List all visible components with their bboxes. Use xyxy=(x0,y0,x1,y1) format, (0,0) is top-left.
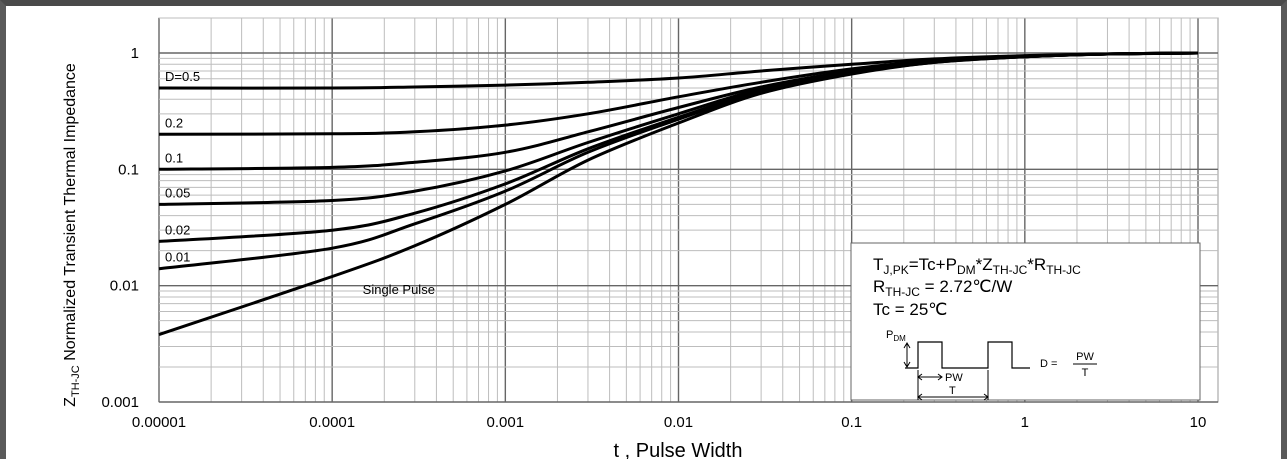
x-tick-label: 0.01 xyxy=(664,414,693,431)
pw-label: PW xyxy=(945,372,963,384)
formula-box-border xyxy=(850,242,1201,401)
curve-label-d-0-5: D=0.5 xyxy=(165,69,200,84)
series-line-single-pulse xyxy=(158,51,1199,337)
x-tick-label: 0.0001 xyxy=(309,414,355,431)
curve-label-0-1: 0.1 xyxy=(165,150,183,165)
y-tick-label: 0.1 xyxy=(118,161,139,178)
t-label: T xyxy=(949,385,956,397)
tick-labels: 0.00001 0.0001 0.001 0.01 0.1 1 10 0.001 0.01 0.1… xyxy=(101,45,1206,431)
y-tick-label: 0.01 xyxy=(110,278,139,295)
formula-tc: Tc = 25℃ xyxy=(873,300,947,319)
duty-denominator: T xyxy=(1082,367,1089,379)
curve-label-0-02: 0.02 xyxy=(165,222,190,237)
x-axis-title: t , Pulse Width xyxy=(614,440,743,459)
x-tick-label: 0.001 xyxy=(487,414,525,431)
duty-numerator: PW xyxy=(1076,351,1094,363)
duty-equation: D = xyxy=(1040,358,1057,370)
curve-labels: D=0.5 0.2 0.1 0.05 0.02 0.01 Single Pulse xyxy=(165,69,435,297)
pdm-arrow-heads xyxy=(903,342,911,368)
formula-tjpk: TJ,PK=Tc+PDM*ZTH-JC*RTH-JC xyxy=(873,255,1081,277)
pdm-label: PDM xyxy=(886,329,906,343)
y-axis-title: ZTH-JC Normalized Transient Thermal Impe… xyxy=(62,63,82,407)
y-tick-label: 0.001 xyxy=(101,394,139,411)
curve-label-0-2: 0.2 xyxy=(165,115,183,130)
curve-label-0-05: 0.05 xyxy=(165,185,190,200)
x-tick-label: 0.00001 xyxy=(132,414,186,431)
x-tick-label: 0.1 xyxy=(841,414,862,431)
curve-label-single-pulse: Single Pulse xyxy=(363,282,435,297)
pulse-waveform xyxy=(905,341,1030,369)
formula-rth: RTH-JC = 2.72℃/W xyxy=(873,277,1012,299)
curves xyxy=(158,51,1199,337)
x-tick-label: 10 xyxy=(1190,414,1207,431)
x-tick-label: 1 xyxy=(1021,414,1029,431)
y-tick-label: 1 xyxy=(131,45,139,62)
formula-box: TJ,PK=Tc+PDM*ZTH-JC*RTH-JC RTH-JC = 2.72… xyxy=(850,242,1201,401)
curve-label-0-01: 0.01 xyxy=(165,250,190,265)
